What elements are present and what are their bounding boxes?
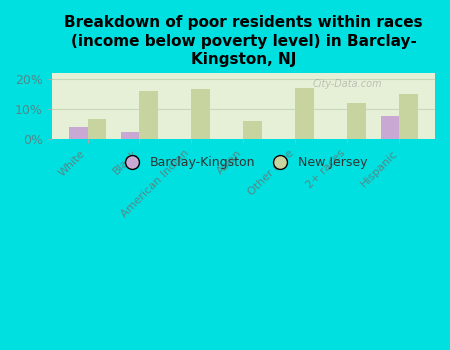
Legend: Barclay-Kingston, New Jersey: Barclay-Kingston, New Jersey: [115, 151, 372, 174]
Bar: [140, 91, 158, 139]
Bar: [191, 89, 210, 139]
Title: Breakdown of poor residents within races
(income below poverty level) in Barclay: Breakdown of poor residents within races…: [64, 15, 423, 67]
Bar: [400, 94, 418, 139]
Bar: [122, 132, 140, 139]
Bar: [243, 121, 261, 139]
Text: City-Data.com: City-Data.com: [312, 79, 382, 89]
Bar: [87, 119, 106, 139]
Bar: [347, 103, 365, 139]
Bar: [69, 127, 87, 139]
Bar: [296, 88, 314, 139]
Bar: [381, 117, 400, 139]
